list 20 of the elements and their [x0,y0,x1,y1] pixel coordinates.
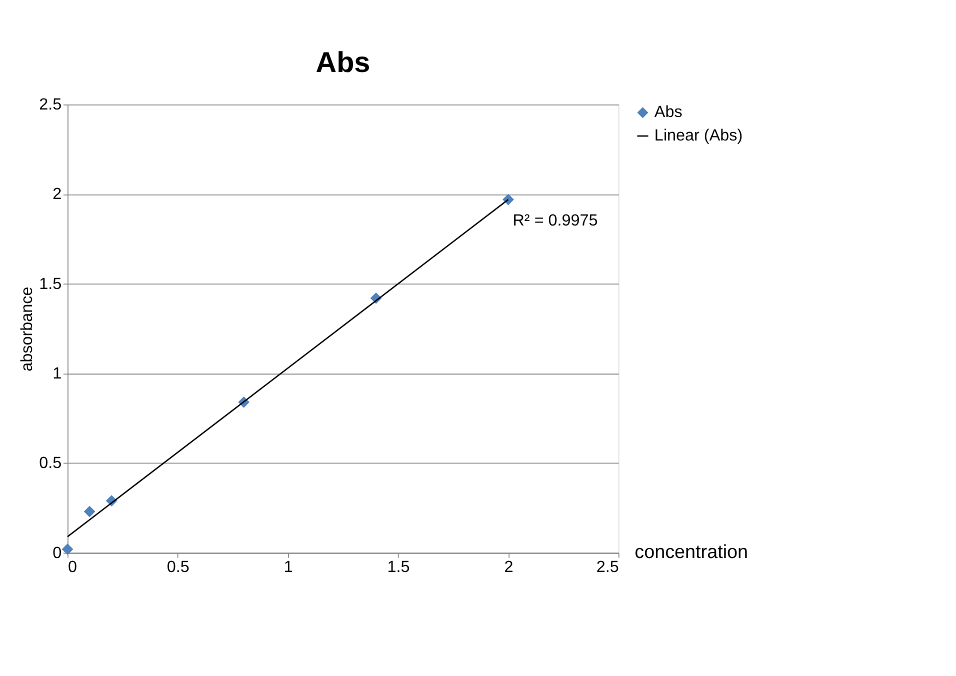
y-tick-label: 1.5 [39,274,62,293]
x-axis-title: concentration [634,542,748,564]
x-tick-label: 2 [504,558,514,576]
x-tick-label: 1.5 [387,558,410,576]
legend-label: Abs [654,103,682,122]
legend-label: Linear (Abs) [654,126,743,145]
point [62,544,74,555]
y-tick-label: 2.5 [39,95,62,114]
y-axis-title: absorbance [18,286,36,372]
point [84,506,96,518]
chart-title: Abs [316,47,370,80]
x-tick-label: 0.5 [166,558,190,576]
y-tick-label: 0.5 [39,454,62,472]
x-tick-label: 1 [284,558,293,576]
y-tick-label: 2 [52,185,62,204]
y-tick-label: 1 [52,364,62,382]
y-tick-label: 0 [52,544,62,562]
x-tick-label: 2.5 [596,558,619,576]
x-tick-label: 0 [68,558,77,576]
annotation: R² = 0.9975 [512,212,598,230]
